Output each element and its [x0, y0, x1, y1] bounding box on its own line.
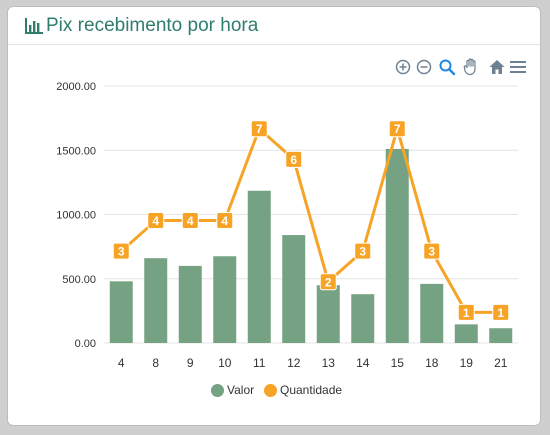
- data-label-quantidade-box: [457, 303, 475, 321]
- pan-hand-icon[interactable]: [461, 57, 481, 77]
- data-label-quantidade-box: [216, 212, 234, 230]
- card-title: Pix recebimento por hora: [46, 15, 259, 36]
- x-tick-label: 15: [391, 356, 405, 370]
- x-tick-label: 12: [287, 356, 301, 370]
- data-label-quantidade-box: [388, 120, 406, 138]
- x-tick-label: 14: [356, 356, 370, 370]
- data-label-quantidade: 4: [221, 214, 228, 228]
- bar-valor: [247, 190, 271, 343]
- data-label-quantidade: 1: [463, 306, 470, 320]
- x-tick-label: 10: [218, 356, 232, 370]
- legend-label-valor: Valor: [227, 383, 255, 397]
- data-label-quantidade-box: [285, 150, 303, 168]
- bar-chart-icon: [25, 18, 43, 34]
- data-label-quantidade: 3: [359, 245, 366, 259]
- x-tick-label: 11: [253, 356, 266, 370]
- x-tick-label: 8: [152, 356, 159, 370]
- zoom-out-icon[interactable]: [414, 57, 434, 77]
- data-label-quantidade: 7: [256, 122, 263, 136]
- x-tick-label: 9: [187, 356, 194, 370]
- bar-valor: [109, 281, 133, 343]
- data-label-quantidade: 6: [290, 153, 297, 167]
- y-tick-label: 0.00: [75, 338, 96, 350]
- data-label-quantidade-box: [181, 212, 199, 230]
- chart-legend: Valor Quantidade: [8, 382, 540, 402]
- data-label-quantidade: 2: [325, 275, 332, 289]
- data-label-quantidade-box: [250, 120, 268, 138]
- bar-valor: [282, 235, 306, 343]
- data-label-quantidade-box: [423, 242, 441, 260]
- data-label-quantidade: 1: [497, 306, 504, 320]
- legend-marker-valor: [211, 384, 224, 397]
- selection-zoom-icon[interactable]: [437, 57, 457, 77]
- x-tick-label: 13: [322, 356, 336, 370]
- menu-icon[interactable]: [508, 57, 528, 77]
- data-label-quantidade-box: [147, 212, 165, 230]
- x-tick-label: 21: [494, 356, 508, 370]
- bar-valor: [351, 294, 375, 343]
- chart-card: Pix recebimento por hora 0.00 500.00 1000.…: [7, 6, 541, 426]
- bar-valor: [454, 324, 478, 343]
- bar-valor: [420, 283, 444, 343]
- data-label-quantidade-box: [112, 242, 130, 260]
- bar-valor: [385, 148, 409, 343]
- legend-marker-quantidade: [264, 384, 277, 397]
- x-tick-label: 18: [425, 356, 439, 370]
- data-label-quantidade: 3: [118, 245, 125, 259]
- y-tick-label: 2000.00: [56, 81, 96, 93]
- bar-valor: [213, 256, 237, 343]
- card-header: Pix recebimento por hora: [8, 7, 540, 45]
- y-tick-label: 1500.00: [56, 145, 96, 157]
- y-tick-label: 500.00: [62, 274, 96, 286]
- data-label-quantidade-box: [319, 273, 337, 291]
- x-tick-label: 4: [118, 356, 125, 370]
- bar-valor: [178, 265, 202, 343]
- data-label-quantidade: 7: [394, 122, 401, 136]
- x-tick-label: 19: [460, 356, 474, 370]
- bar-valor: [144, 258, 168, 343]
- bar-valor: [489, 328, 513, 343]
- y-tick-label: 1000.00: [56, 210, 96, 222]
- bar-valor: [316, 285, 340, 343]
- data-label-quantidade-box: [354, 242, 372, 260]
- data-label-quantidade: 4: [187, 214, 194, 228]
- data-label-quantidade-box: [492, 303, 510, 321]
- data-label-quantidade: 4: [152, 214, 159, 228]
- reset-home-icon[interactable]: [487, 57, 507, 77]
- data-label-quantidade: 3: [428, 245, 435, 259]
- zoom-in-icon[interactable]: [393, 57, 413, 77]
- legend-label-quantidade: Quantidade: [280, 383, 343, 397]
- line-quantidade: [120, 127, 501, 314]
